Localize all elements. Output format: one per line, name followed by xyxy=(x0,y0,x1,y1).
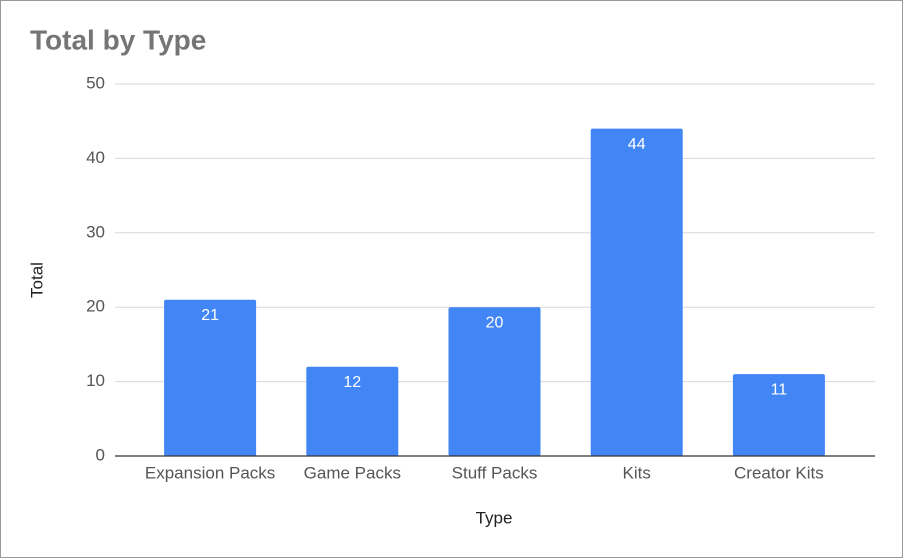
data-label: 44 xyxy=(628,136,646,153)
bar xyxy=(448,307,541,456)
bar xyxy=(164,299,257,456)
y-tick-label: 0 xyxy=(96,445,105,464)
y-tick-label: 20 xyxy=(86,297,105,316)
y-tick-label: 40 xyxy=(86,148,105,167)
x-tick-label: Expansion Packs xyxy=(145,463,275,482)
x-tick-label: Creator Kits xyxy=(734,463,824,482)
x-tick-label: Stuff Packs xyxy=(452,463,538,482)
y-tick-label: 50 xyxy=(86,73,105,92)
y-axis-label: Total xyxy=(27,262,46,298)
x-axis-label: Type xyxy=(476,508,513,527)
data-label: 12 xyxy=(343,374,361,391)
bar xyxy=(590,128,683,456)
bar xyxy=(732,374,825,456)
x-tick-label: Game Packs xyxy=(304,463,401,482)
bar xyxy=(306,366,399,456)
x-tick-label: Kits xyxy=(623,463,651,482)
data-label: 21 xyxy=(201,307,219,324)
data-label: 20 xyxy=(486,314,504,331)
y-tick-label: 30 xyxy=(86,222,105,241)
data-label: 11 xyxy=(771,381,788,398)
chart-title: Total by Type xyxy=(30,24,206,55)
y-tick-label: 10 xyxy=(86,371,105,390)
